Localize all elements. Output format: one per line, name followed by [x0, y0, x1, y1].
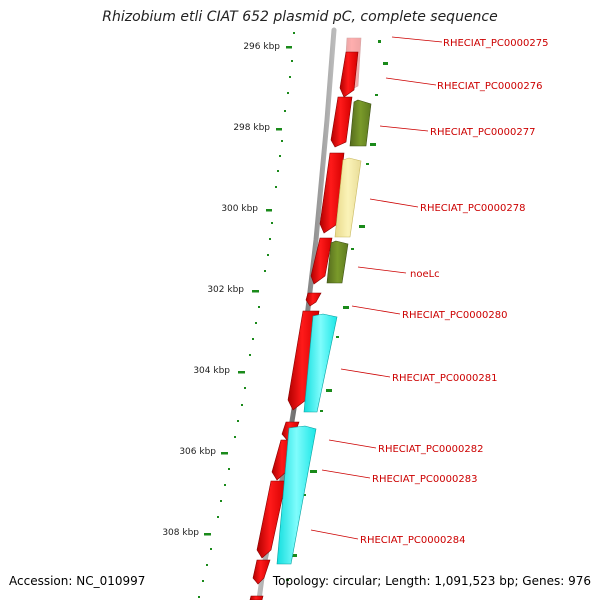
outer-tick-column	[286, 40, 388, 581]
cds-arrow-red	[339, 51, 359, 98]
accession-text: Accession: NC_010997	[9, 574, 146, 588]
cds-arrow-red	[305, 292, 322, 307]
gene-label[interactable]: RHECIAT_PC0000278	[420, 203, 525, 214]
cds-arrow-cyan	[303, 313, 338, 413]
cds-arrow-red	[330, 96, 353, 148]
cds-arrow-red	[256, 480, 287, 559]
scale-label-304: 304 kbp	[193, 366, 230, 376]
scale-label-306: 306 kbp	[179, 447, 216, 457]
callout-line	[385, 77, 437, 86]
callout-line	[340, 368, 391, 378]
scale-label-308: 308 kbp	[162, 528, 199, 538]
gene-callout-lines	[310, 36, 443, 540]
gene-label[interactable]: RHECIAT_PC0000276	[437, 81, 542, 92]
cds-arrow-cyan	[276, 425, 317, 565]
map-title: Rhizobium etli CIAT 652 plasmid pC, comp…	[102, 9, 498, 25]
gene-label[interactable]: noeLc	[410, 269, 440, 280]
callout-line	[357, 266, 407, 274]
reverse-strand-features	[276, 99, 372, 565]
callout-line	[328, 439, 377, 449]
cds-arrow-red	[249, 595, 264, 600]
callout-line	[391, 36, 443, 43]
callout-line	[321, 469, 371, 479]
cds-arrow-red	[252, 559, 271, 585]
callout-line	[369, 198, 419, 208]
scale-label-302: 302 kbp	[207, 285, 244, 295]
gene-label[interactable]: RHECIAT_PC0000283	[372, 474, 477, 485]
scale-labels: 296 kbp 298 kbp 300 kbp 302 kbp 304 kbp …	[162, 42, 280, 538]
scale-label-298: 298 kbp	[233, 123, 270, 133]
cds-arrow-red	[319, 152, 345, 234]
cds-arrow-khaki	[334, 157, 362, 238]
gene-label[interactable]: RHECIAT_PC0000284	[360, 535, 465, 546]
inner-scale-column	[198, 32, 295, 598]
gene-labels: RHECIAT_PC0000275 RHECIAT_PC0000276 RHEC…	[360, 38, 548, 546]
callout-line	[310, 529, 359, 540]
cds-arrow-olive	[349, 99, 372, 147]
callout-line	[379, 125, 429, 132]
cds-arrow-red	[310, 237, 333, 285]
scale-label-296: 296 kbp	[243, 42, 280, 52]
forward-strand-features	[249, 37, 362, 600]
gene-label[interactable]: RHECIAT_PC0000282	[378, 444, 483, 455]
gene-label[interactable]: RHECIAT_PC0000277	[430, 127, 535, 138]
gene-label[interactable]: RHECIAT_PC0000281	[392, 373, 497, 384]
cds-arrow-olive	[326, 240, 349, 284]
callout-line	[351, 305, 401, 315]
genome-stats-text: Topology: circular; Length: 1,091,523 bp…	[272, 574, 591, 588]
gene-label[interactable]: RHECIAT_PC0000275	[443, 38, 548, 49]
scale-label-300: 300 kbp	[221, 204, 258, 214]
gene-label[interactable]: RHECIAT_PC0000280	[402, 310, 507, 321]
